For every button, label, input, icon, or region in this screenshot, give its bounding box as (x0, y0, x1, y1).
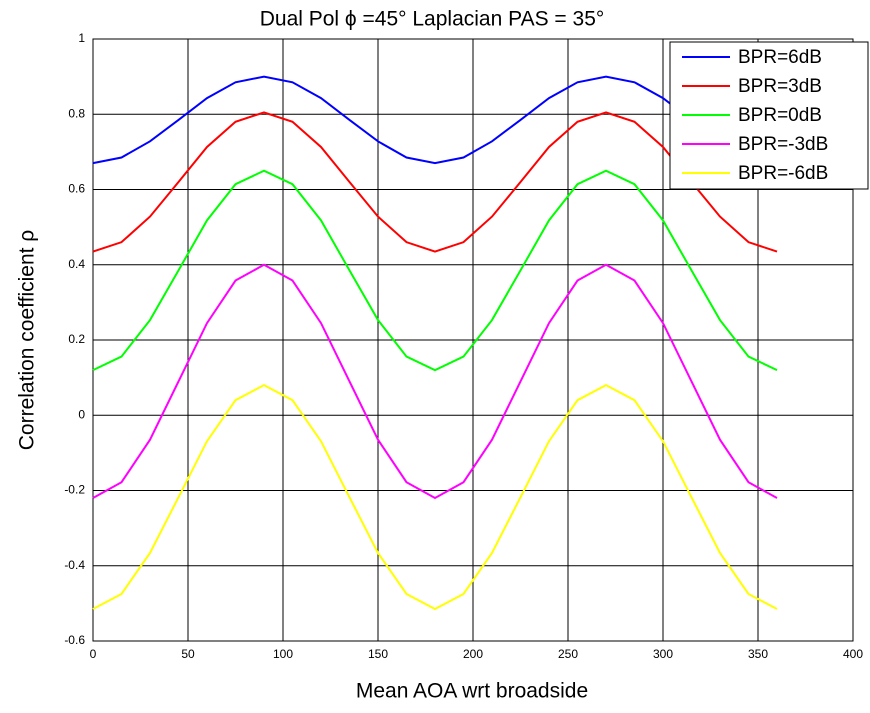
y-tick-label: 0.8 (68, 106, 85, 120)
legend-box (669, 41, 869, 190)
x-tick-label: 350 (748, 647, 768, 661)
legend-label: BPR=0dB (738, 105, 822, 126)
y-tick-label: 0.4 (68, 257, 85, 271)
legend-label: BPR=6dB (738, 47, 822, 68)
x-tick-label: 50 (181, 647, 195, 661)
series-line (92, 75, 778, 165)
y-tick-label: -0.4 (64, 558, 85, 572)
x-tick-label: 300 (653, 647, 673, 661)
plot-frame (92, 38, 854, 642)
series-line (92, 111, 778, 253)
series-line (92, 263, 778, 500)
y-tick-label: -0.2 (64, 483, 85, 497)
y-tick-label: -0.6 (64, 633, 85, 647)
chart-title: Dual Pol ϕ =45° Laplacian PAS = 35° (260, 8, 605, 31)
x-tick-label: 0 (90, 647, 97, 661)
legend-label: BPR=-3dB (738, 134, 828, 155)
y-tick-label: 0.2 (68, 332, 85, 346)
y-tick-label: 0.6 (68, 182, 85, 196)
y-axis-label: Correlation coefficient ρ (16, 230, 39, 451)
series-line (92, 384, 778, 611)
series-line (92, 169, 778, 372)
x-tick-label: 100 (273, 647, 293, 661)
legend-label: BPR=-6dB (738, 163, 828, 184)
legend-label: BPR=3dB (738, 76, 822, 97)
x-tick-label: 200 (463, 647, 483, 661)
x-axis-label: Mean AOA wrt broadside (356, 680, 588, 703)
x-tick-label: 400 (843, 647, 863, 661)
x-tick-label: 150 (368, 647, 388, 661)
y-tick-label: 0 (78, 407, 85, 421)
x-tick-label: 250 (558, 647, 578, 661)
y-tick-label: 1 (78, 31, 85, 45)
